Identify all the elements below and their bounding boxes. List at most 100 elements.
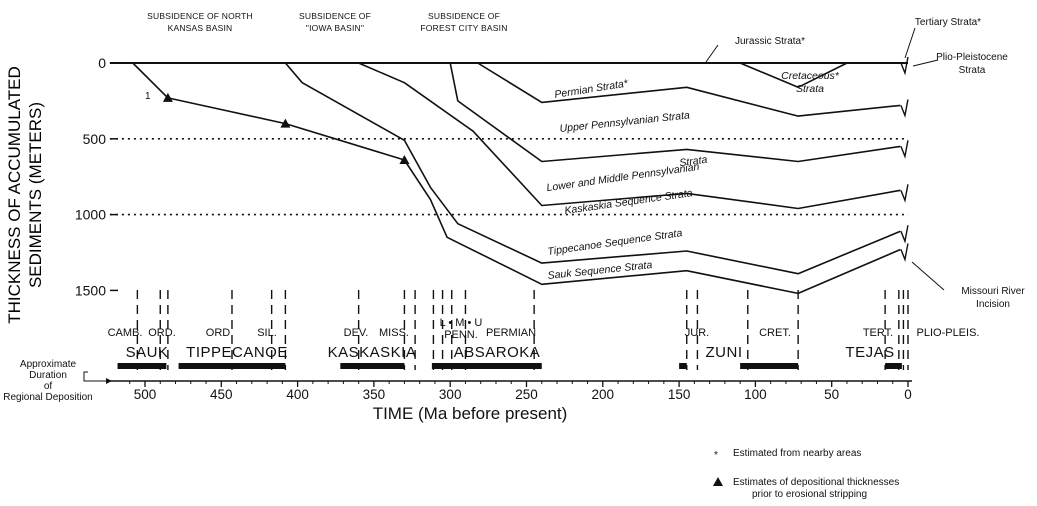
approximate-duration-note: Approximate Duration of Regional Deposit…	[3, 359, 112, 403]
x-tick-200: 200	[592, 387, 615, 402]
series-line-lower-and-middle-pennsylvanian-strata	[449, 62, 901, 163]
svg-text:FOREST CITY BASIN: FOREST CITY BASIN	[420, 23, 507, 33]
y-tick-1000: 1000	[75, 207, 106, 223]
legend: * Estimated from nearby areas Estimates …	[713, 448, 899, 500]
kaskaskia-strata-label: Kaskaskia Sequence Strata	[564, 187, 694, 217]
svg-text:SEDIMENTS (METERS): SEDIMENTS (METERS)	[26, 102, 45, 288]
legend-triangle-text-1: Estimates of depositional thicknesses	[733, 477, 899, 488]
y-tick-0: 0	[98, 55, 106, 71]
duration-bar-tippecanoe	[178, 363, 286, 369]
x-tick-50: 50	[824, 387, 839, 402]
subsidence-north-kansas-label: SUBSIDENCE OF NORTH KANSAS BASIN	[147, 11, 253, 33]
x-tick-100: 100	[744, 387, 767, 402]
jurassic-callout	[705, 44, 719, 63]
period-cret: CRET.	[759, 327, 791, 339]
sequence-zuni: ZUNI	[706, 344, 743, 361]
duration-bar-sauk	[117, 363, 167, 369]
missouri-river-label: Missouri River Incision	[961, 286, 1025, 310]
plio-pleistocene-label: Plio-Pleistocene Strata	[936, 52, 1008, 76]
incision-wiggle-1	[900, 99, 909, 118]
x-tick-250: 250	[515, 387, 538, 402]
missouri-callout	[911, 261, 945, 291]
series-line-sauk-sequence-strata	[109, 62, 901, 295]
x-tick-450: 450	[210, 387, 233, 402]
svg-text:Missouri River: Missouri River	[961, 286, 1025, 297]
svg-text:Duration: Duration	[29, 370, 67, 381]
x-tick-400: 400	[286, 387, 309, 402]
cretaceous-strata-label: Cretaceous* Strata	[781, 70, 840, 95]
period-camb: CAMB.	[108, 327, 143, 339]
period-penn: PENN.	[444, 329, 478, 341]
y-tick-500: 500	[83, 131, 107, 147]
duration-bar-absaroka	[431, 363, 542, 369]
sequence-kaskaskia: KASKASKIA	[328, 344, 417, 361]
y-axis-title: THICKNESS OF ACCUMULATED SEDIMENTS (METE…	[5, 66, 45, 324]
sequence-tejas: TEJAS	[845, 344, 894, 361]
triangle-marker-3	[399, 155, 410, 165]
marker-one: 1	[145, 91, 151, 102]
triangle-marker-2	[280, 118, 291, 128]
incision-wiggle-5	[900, 243, 909, 262]
svg-text:Regional Deposition: Regional Deposition	[3, 392, 93, 403]
period-permian: PERMIAN	[486, 327, 536, 339]
duration-bar-tejas	[885, 363, 902, 369]
svg-text:Approximate: Approximate	[20, 359, 77, 370]
duration-bar-kaskaskia	[340, 363, 405, 369]
svg-text:KANSAS BASIN: KANSAS BASIN	[168, 23, 233, 33]
series-line-kaskaskia-sequence-strata	[358, 62, 901, 210]
period-plio-pleis: PLIO-PLEIS.	[917, 327, 980, 339]
series-line-upper-pennsylvanian-strata	[477, 62, 901, 117]
x-tick-300: 300	[439, 387, 462, 402]
x-tick-350: 350	[363, 387, 386, 402]
sequence-tippecanoe: TIPPECANOE	[186, 344, 288, 361]
x-tick-0: 0	[904, 387, 912, 402]
incision-wiggle-2	[900, 140, 909, 159]
subsidence-forest-city-label: SUBSIDENCE OF FOREST CITY BASIN	[420, 11, 507, 33]
legend-star-icon: *	[714, 450, 718, 461]
x-tick-150: 150	[668, 387, 691, 402]
period-jur: JUR.	[685, 327, 709, 339]
sequence-absaroka: ABSAROKA	[454, 344, 541, 361]
duration-bar-zuni	[679, 363, 687, 369]
plio-callout	[912, 59, 939, 67]
incision-wiggle-3	[900, 184, 909, 203]
svg-text:SUBSIDENCE OF: SUBSIDENCE OF	[299, 11, 371, 21]
jurassic-label: Jurassic Strata*	[735, 36, 805, 47]
period-ord-1: ORD.	[148, 327, 176, 339]
svg-text:"IOWA BASIN": "IOWA BASIN"	[306, 23, 364, 33]
svg-text:Strata: Strata	[796, 83, 824, 95]
series-line-cretaceous-strata	[739, 62, 848, 89]
x-tick-500: 500	[134, 387, 157, 402]
series-line-tippecanoe-sequence-strata	[284, 62, 901, 275]
incision-wiggle-4	[900, 225, 909, 244]
period-tert: TERT.	[863, 327, 893, 339]
svg-text:Strata: Strata	[679, 154, 709, 170]
sequence-sauk: SAUK	[126, 344, 169, 361]
svg-text:of: of	[44, 381, 53, 392]
incision-wiggle-0	[900, 56, 909, 76]
svg-text:SUBSIDENCE OF: SUBSIDENCE OF	[428, 11, 500, 21]
subsidence-iowa-label: SUBSIDENCE OF "IOWA BASIN"	[299, 11, 371, 33]
svg-text:THICKNESS OF ACCUMULATED: THICKNESS OF ACCUMULATED	[5, 66, 24, 324]
legend-star-text: Estimated from nearby areas	[733, 448, 861, 459]
legend-triangle-icon	[713, 477, 723, 486]
svg-text:Incision: Incision	[976, 299, 1010, 310]
svg-text:Strata: Strata	[959, 65, 986, 76]
upper-penn-strata-label: Upper Pennsylvanian Strata	[559, 109, 690, 135]
svg-text:SUBSIDENCE OF NORTH: SUBSIDENCE OF NORTH	[147, 11, 253, 21]
period-sil: SIL.	[257, 327, 277, 339]
legend-triangle-text-2: prior to erosional stripping	[752, 489, 867, 500]
svg-text:Plio-Pleistocene: Plio-Pleistocene	[936, 52, 1008, 63]
period-miss: MISS.	[379, 327, 409, 339]
triangle-marker-1	[162, 92, 173, 102]
period-lmu: L • M • U	[440, 317, 483, 329]
svg-text:Cretaceous*: Cretaceous*	[781, 70, 840, 82]
tertiary-label: Tertiary Strata*	[915, 17, 981, 28]
tertiary-callout	[904, 27, 916, 59]
duration-bar-zuni-2	[740, 363, 799, 369]
y-tick-1500: 1500	[75, 282, 106, 298]
x-axis-title: TIME (Ma before present)	[373, 404, 568, 423]
period-ord-2: ORD	[206, 327, 231, 339]
